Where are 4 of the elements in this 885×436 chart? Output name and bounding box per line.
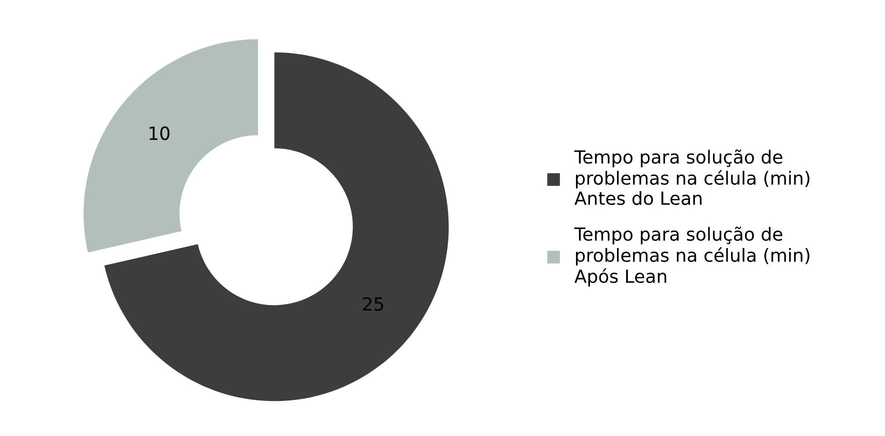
legend-label: Tempo para solução de problemas na célula (min) Antes do Lean <box>574 149 810 206</box>
data-label: 25 <box>363 297 384 311</box>
legend-label: Tempo para solução de problemas na célula (min) Após Lean <box>574 226 810 287</box>
data-label: 10 <box>150 126 170 140</box>
